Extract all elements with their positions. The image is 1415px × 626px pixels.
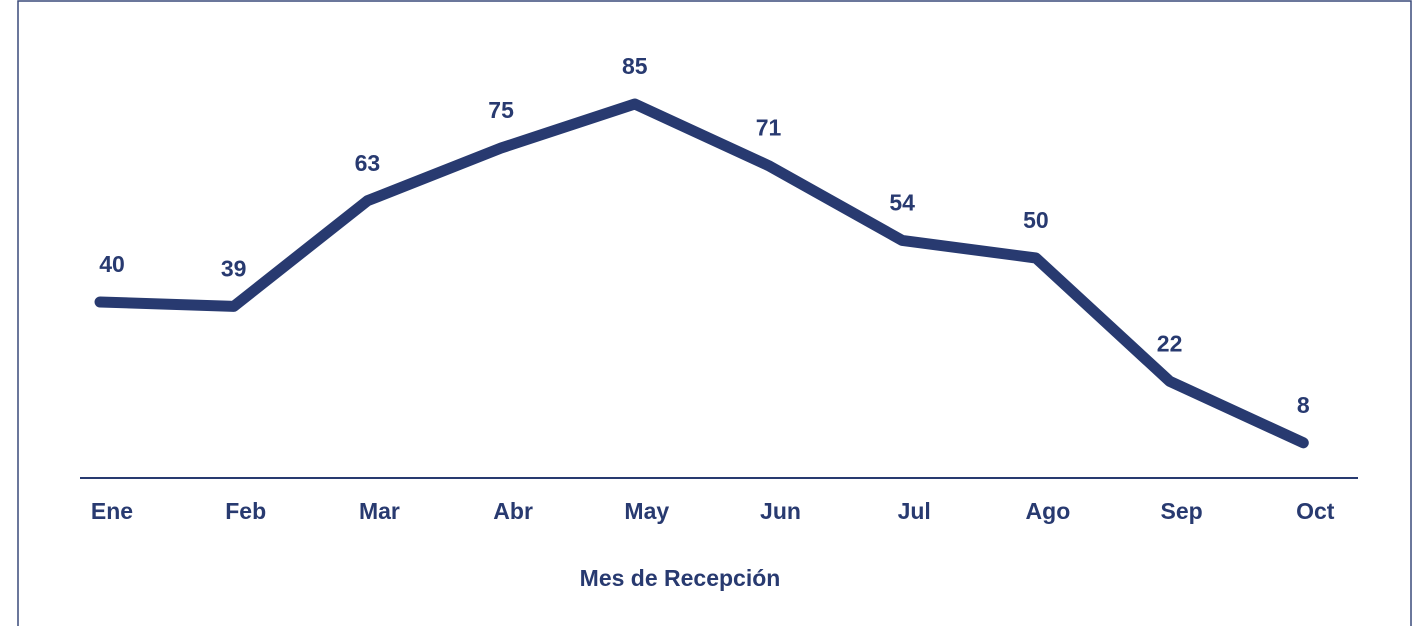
x-tick-label: Ago <box>1026 498 1071 524</box>
frame <box>17 0 1412 626</box>
data-label: 8 <box>1297 392 1310 418</box>
data-label: 71 <box>756 115 782 141</box>
x-tick-label: Oct <box>1296 498 1335 524</box>
x-tick-label: May <box>624 498 669 524</box>
x-tick-label: Jun <box>760 498 801 524</box>
data-label: 50 <box>1023 207 1049 233</box>
data-label: 75 <box>488 97 514 123</box>
data-label: 39 <box>221 255 247 281</box>
data-label: 22 <box>1157 330 1183 356</box>
x-tick-label: Sep <box>1161 498 1203 524</box>
data-label: 63 <box>355 150 381 176</box>
x-tick-label: Jul <box>898 498 931 524</box>
x-tick-label: Mar <box>359 498 400 524</box>
x-tick-label: Ene <box>91 498 133 524</box>
line <box>94 98 1309 449</box>
data-label: 85 <box>622 53 648 79</box>
x-tick-label: Abr <box>493 498 533 524</box>
x-axis-title: Mes de Recepción <box>580 565 781 591</box>
x-tick-label: Feb <box>225 498 266 524</box>
data-label: 40 <box>99 251 125 277</box>
data-label: 54 <box>889 189 915 215</box>
